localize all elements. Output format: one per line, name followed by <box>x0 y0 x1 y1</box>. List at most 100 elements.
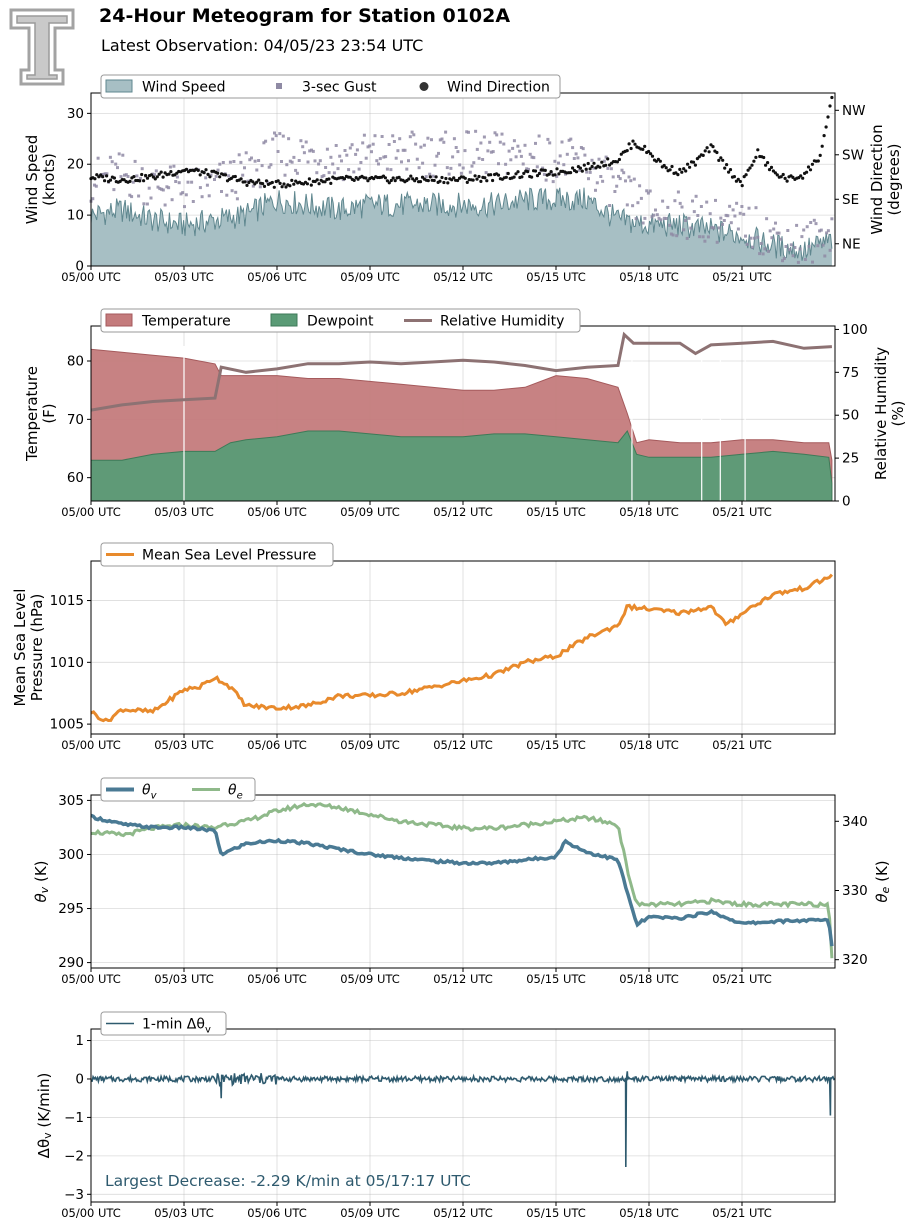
gust-marker <box>101 172 105 176</box>
gust-marker <box>340 159 343 163</box>
legend-box <box>100 1011 227 1036</box>
wind-direction-marker <box>352 178 356 182</box>
gust-marker <box>108 155 112 159</box>
gust-marker <box>608 204 612 207</box>
legend-label: Mean Sea Level Pressure <box>142 548 316 564</box>
gust-marker <box>678 201 682 205</box>
gust-marker <box>638 184 642 188</box>
wind-direction-marker <box>744 173 748 177</box>
wind-direction-marker <box>218 175 222 179</box>
gust-marker <box>244 151 248 155</box>
y-axis-label-line: Pressure (hPa) <box>28 594 46 702</box>
gust-marker <box>788 248 792 252</box>
gust-marker <box>650 215 654 219</box>
wind-direction-marker <box>512 175 516 179</box>
wind-direction-marker <box>385 179 389 183</box>
wind-direction-marker <box>202 171 206 175</box>
x-tick-label: 05/00 UTC <box>61 270 121 284</box>
gust-marker <box>648 189 652 193</box>
wind-direction-marker <box>257 178 261 182</box>
gust-marker <box>126 175 130 178</box>
y-tick-label: 295 <box>58 901 84 917</box>
wind-direction-marker <box>456 178 460 183</box>
gust-marker <box>445 166 449 170</box>
gust-marker <box>489 150 493 154</box>
wind-direction-marker <box>590 164 594 169</box>
wind-direction-marker <box>307 177 311 181</box>
wind-speed-line <box>90 187 833 261</box>
gust-marker <box>602 159 606 163</box>
gust-marker <box>435 154 439 158</box>
gust-marker <box>121 153 125 157</box>
gust-marker <box>805 225 809 229</box>
gust-marker <box>184 193 188 197</box>
wind-direction-marker <box>629 146 633 151</box>
wind-direction-marker <box>138 179 142 183</box>
gust-marker <box>103 172 107 176</box>
wind-direction-marker <box>705 146 709 150</box>
gust-marker <box>669 232 673 236</box>
gust-marker <box>338 154 342 158</box>
gust-marker <box>772 227 776 231</box>
gust-marker <box>294 168 298 172</box>
wind-direction-marker <box>485 179 489 183</box>
gust-marker <box>297 159 301 162</box>
wind-direction-marker <box>522 171 526 175</box>
gust-marker <box>258 185 262 189</box>
gust-marker <box>431 174 435 178</box>
y2-axis-label: Relative Humidity (%) <box>872 347 907 480</box>
gust-marker <box>698 235 702 239</box>
wind-direction-marker <box>132 175 136 179</box>
gust-marker <box>216 168 220 172</box>
y-tick-label: −2 <box>64 1148 84 1164</box>
gust-marker <box>440 137 444 141</box>
gust-marker <box>726 214 730 218</box>
gust-marker <box>729 221 733 225</box>
y-tick-label: 10 <box>67 208 84 224</box>
gust-marker <box>174 180 178 183</box>
gust-marker <box>819 228 823 232</box>
wind-direction-marker <box>767 168 772 172</box>
gust-marker <box>378 157 382 161</box>
wind-direction-marker <box>489 173 493 177</box>
wind-direction-marker <box>95 173 99 177</box>
wind-direction-marker <box>278 181 282 185</box>
wind-direction-marker <box>686 162 690 166</box>
wind-direction-marker <box>828 104 832 108</box>
gust-marker <box>777 231 781 235</box>
gust-marker <box>722 219 726 222</box>
wind-direction-marker <box>650 154 655 158</box>
gust-marker <box>756 235 760 239</box>
gust-marker <box>299 139 303 143</box>
gust-marker <box>276 150 280 153</box>
wind-direction-marker <box>407 177 411 181</box>
gust-marker <box>486 149 490 153</box>
gust-marker <box>521 162 525 166</box>
gust-marker <box>617 174 620 178</box>
gust-marker <box>361 141 365 145</box>
delta-theta-line <box>90 1071 836 1168</box>
gust-marker <box>260 164 264 168</box>
x-tick-label: 05/15 UTC <box>526 972 586 986</box>
y-axis-label: θv (K) <box>32 860 52 902</box>
gust-marker <box>786 229 790 232</box>
gust-marker <box>685 236 689 240</box>
gust-marker <box>280 160 283 163</box>
gust-marker <box>502 142 506 146</box>
wind-direction-marker <box>818 153 822 157</box>
gust-marker <box>659 218 663 222</box>
legend-swatch <box>105 79 133 93</box>
wind-direction-marker <box>719 156 723 160</box>
wind-direction-marker <box>270 180 274 185</box>
wind-direction-marker <box>569 171 573 175</box>
gust-marker <box>336 167 340 171</box>
gust-marker <box>251 184 255 188</box>
gust-marker <box>793 246 797 249</box>
gust-marker <box>692 210 696 214</box>
wind-direction-marker <box>721 158 725 162</box>
gust-marker <box>375 159 379 163</box>
x-tick-label: 05/21 UTC <box>712 738 772 752</box>
wind-direction-marker <box>153 177 157 181</box>
wind-direction-marker <box>255 180 259 184</box>
gust-marker <box>770 236 774 240</box>
